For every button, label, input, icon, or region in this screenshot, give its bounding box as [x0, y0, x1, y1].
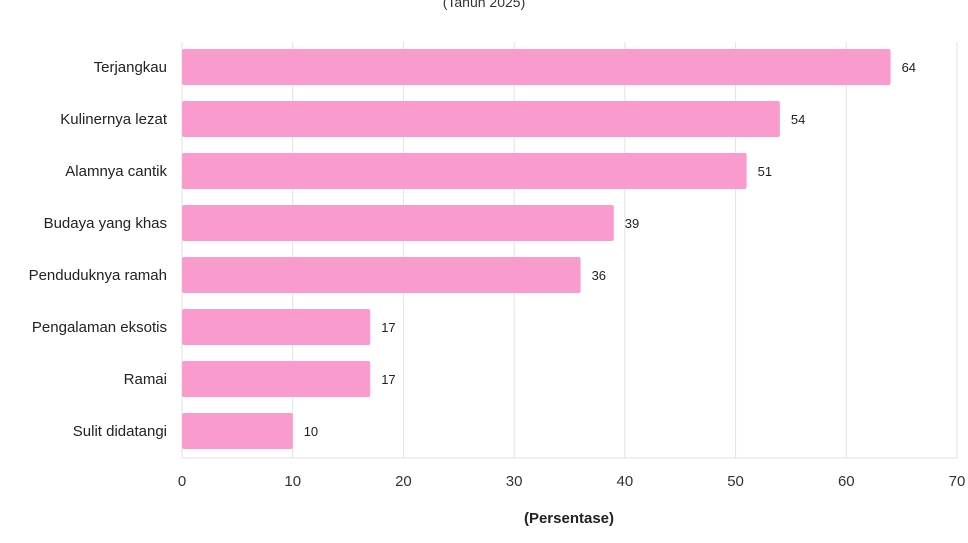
- category-label: Terjangkau: [94, 59, 167, 76]
- value-label: 10: [304, 424, 318, 439]
- value-label: 54: [791, 112, 805, 127]
- bar: [182, 49, 891, 85]
- category-label: Ramai: [124, 371, 167, 388]
- bar: [182, 257, 581, 293]
- value-label: 64: [902, 60, 916, 75]
- bar: [182, 153, 747, 189]
- x-tick-label: 30: [506, 473, 523, 490]
- category-label: Budaya yang khas: [44, 215, 167, 232]
- bar: [182, 101, 780, 137]
- value-label: 17: [381, 372, 395, 387]
- category-label: Pengalaman eksotis: [32, 319, 167, 336]
- x-tick-label: 40: [617, 473, 634, 490]
- value-label: 39: [625, 216, 639, 231]
- category-label: Alamnya cantik: [65, 163, 167, 180]
- x-tick-label: 10: [284, 473, 301, 490]
- category-label: Sulit didatangi: [73, 423, 167, 440]
- chart-subtitle: (Tahun 2025): [442, 0, 526, 10]
- value-label: 17: [381, 320, 395, 335]
- bar: [182, 309, 371, 345]
- bar: [182, 205, 614, 241]
- bar: [182, 361, 371, 397]
- category-label: Kulinernya lezat: [60, 111, 168, 128]
- value-label: 36: [592, 268, 606, 283]
- labels: 0 10 20 30 40 50 60 70 Terjangkau 64 Kulinernya le…: [29, 59, 966, 490]
- x-tick-label: 20: [395, 473, 412, 490]
- x-axis-label: (Persentase): [524, 510, 614, 527]
- bars: [182, 49, 891, 449]
- x-tick-label: 70: [949, 473, 966, 490]
- x-tick-label: 0: [178, 473, 186, 490]
- category-label: Penduduknya ramah: [29, 267, 167, 284]
- value-label: 51: [758, 164, 772, 179]
- bar: [182, 413, 293, 449]
- x-tick-label: 60: [838, 473, 855, 490]
- x-tick-label: 50: [727, 473, 744, 490]
